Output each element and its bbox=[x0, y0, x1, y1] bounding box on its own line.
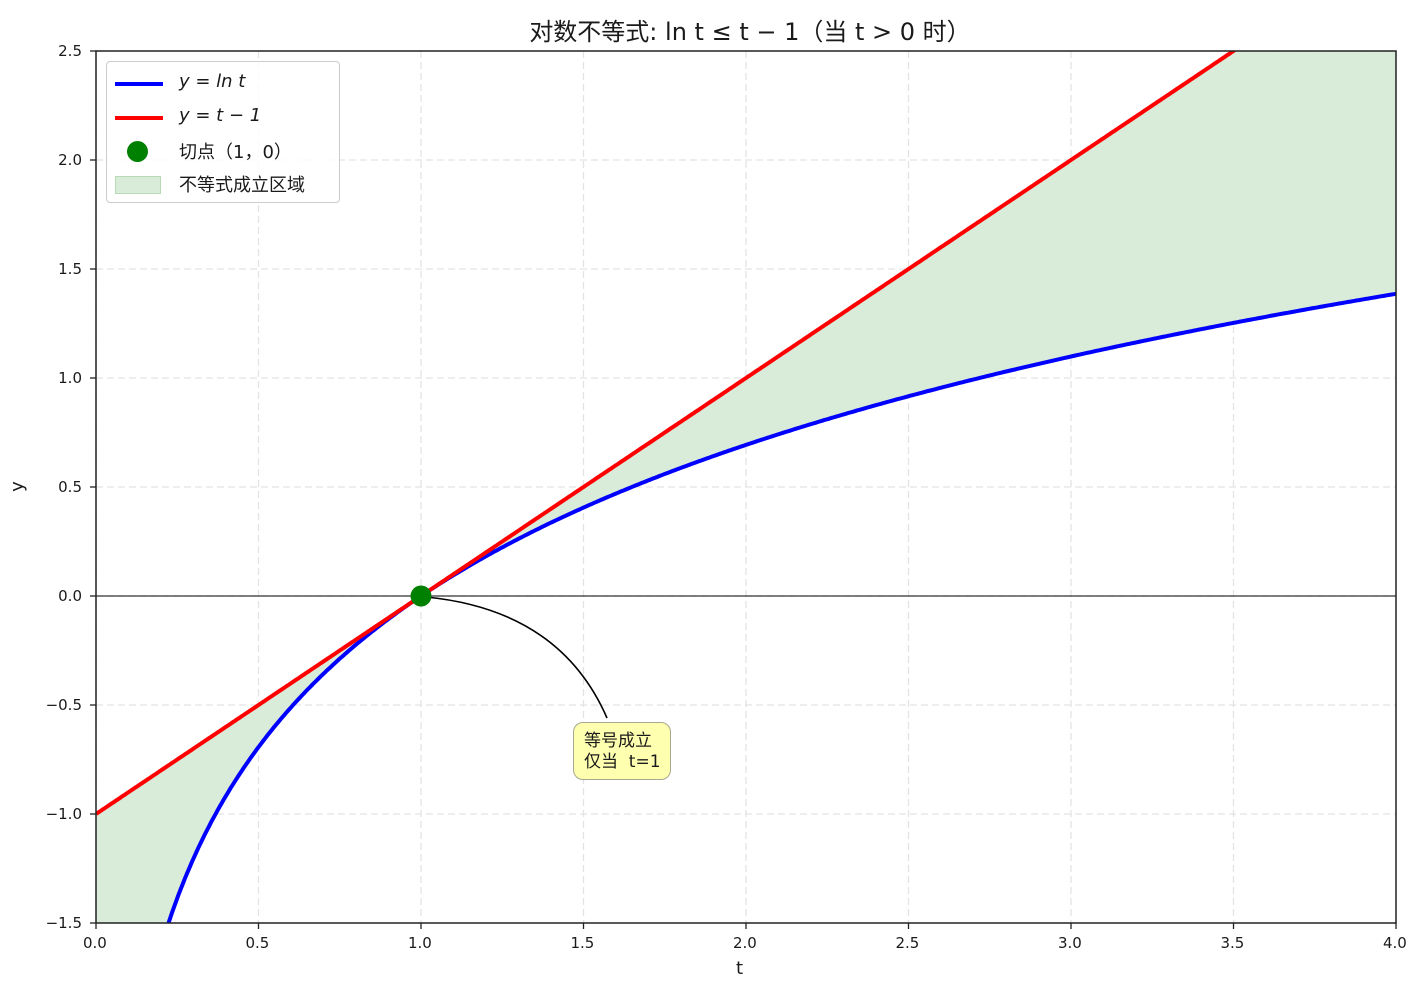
x-tick-label: 2.5 bbox=[895, 934, 920, 952]
title-text: 对数不等式: bbox=[529, 18, 666, 46]
red-line-swatch-icon bbox=[115, 116, 163, 120]
legend-item-ln: y = ln t bbox=[107, 68, 337, 98]
title-math: ln t ≤ t − 1 bbox=[665, 18, 800, 46]
chart-title: 对数不等式: ln t ≤ t − 1（当 t > 0 时） bbox=[0, 12, 1425, 47]
t-minus-1-line bbox=[96, 51, 1238, 816]
y-tick-label: 0.0 bbox=[58, 587, 82, 605]
y-tick-label: 2.0 bbox=[58, 151, 82, 169]
y-tick-label: −1.5 bbox=[45, 914, 82, 932]
y-tick-label: −1.0 bbox=[45, 805, 82, 823]
axis-ticks bbox=[90, 50, 1397, 929]
y-tick-label: 0.5 bbox=[58, 478, 82, 496]
x-tick-label: 1.5 bbox=[570, 934, 595, 952]
legend-label: 切点（1，0） bbox=[179, 142, 292, 163]
blue-line-swatch-icon bbox=[115, 82, 163, 86]
annotation-line-2: 仅当 t=1 bbox=[584, 752, 661, 772]
title-suffix: （当 t > 0 时） bbox=[799, 18, 971, 46]
green-dot-marker-icon bbox=[127, 141, 148, 162]
ln-t-curve bbox=[166, 291, 1396, 923]
x-tick-label: 3.0 bbox=[1058, 934, 1082, 952]
legend: y = ln t y = t − 1 切点（1，0） 不等式成立区域 bbox=[106, 61, 340, 203]
legend-label: y = t − 1 bbox=[179, 105, 262, 126]
x-tick-label: 0.5 bbox=[245, 934, 270, 952]
legend-item-tangent-point: 切点（1，0） bbox=[107, 135, 337, 165]
x-axis-label: t bbox=[736, 958, 744, 979]
y-tick-label: 2.5 bbox=[58, 42, 82, 60]
annotation-arrow bbox=[426, 597, 608, 719]
tangent-point-marker bbox=[410, 585, 432, 607]
x-tick-label: 0.0 bbox=[83, 934, 107, 952]
green-patch-swatch-icon bbox=[115, 176, 161, 194]
annotation-line-1: 等号成立 bbox=[584, 731, 652, 751]
x-tick-label: 3.5 bbox=[1220, 934, 1245, 952]
annotation-box: 等号成立 仅当 t=1 bbox=[573, 722, 671, 780]
legend-label: 不等式成立区域 bbox=[179, 175, 305, 196]
legend-item-region: 不等式成立区域 bbox=[107, 168, 337, 198]
y-tick-label: 1.0 bbox=[58, 369, 82, 387]
y-axis-label: y bbox=[6, 481, 28, 492]
legend-item-linear: y = t − 1 bbox=[107, 102, 337, 132]
legend-label: y = ln t bbox=[179, 71, 246, 92]
x-tick-label: 1.0 bbox=[408, 934, 432, 952]
inequality-region-fill bbox=[96, 51, 1396, 923]
x-tick-label: 4.0 bbox=[1383, 934, 1407, 952]
y-tick-label: 1.5 bbox=[58, 260, 82, 278]
x-tick-label: 2.0 bbox=[733, 934, 757, 952]
y-tick-label: −0.5 bbox=[45, 696, 82, 714]
